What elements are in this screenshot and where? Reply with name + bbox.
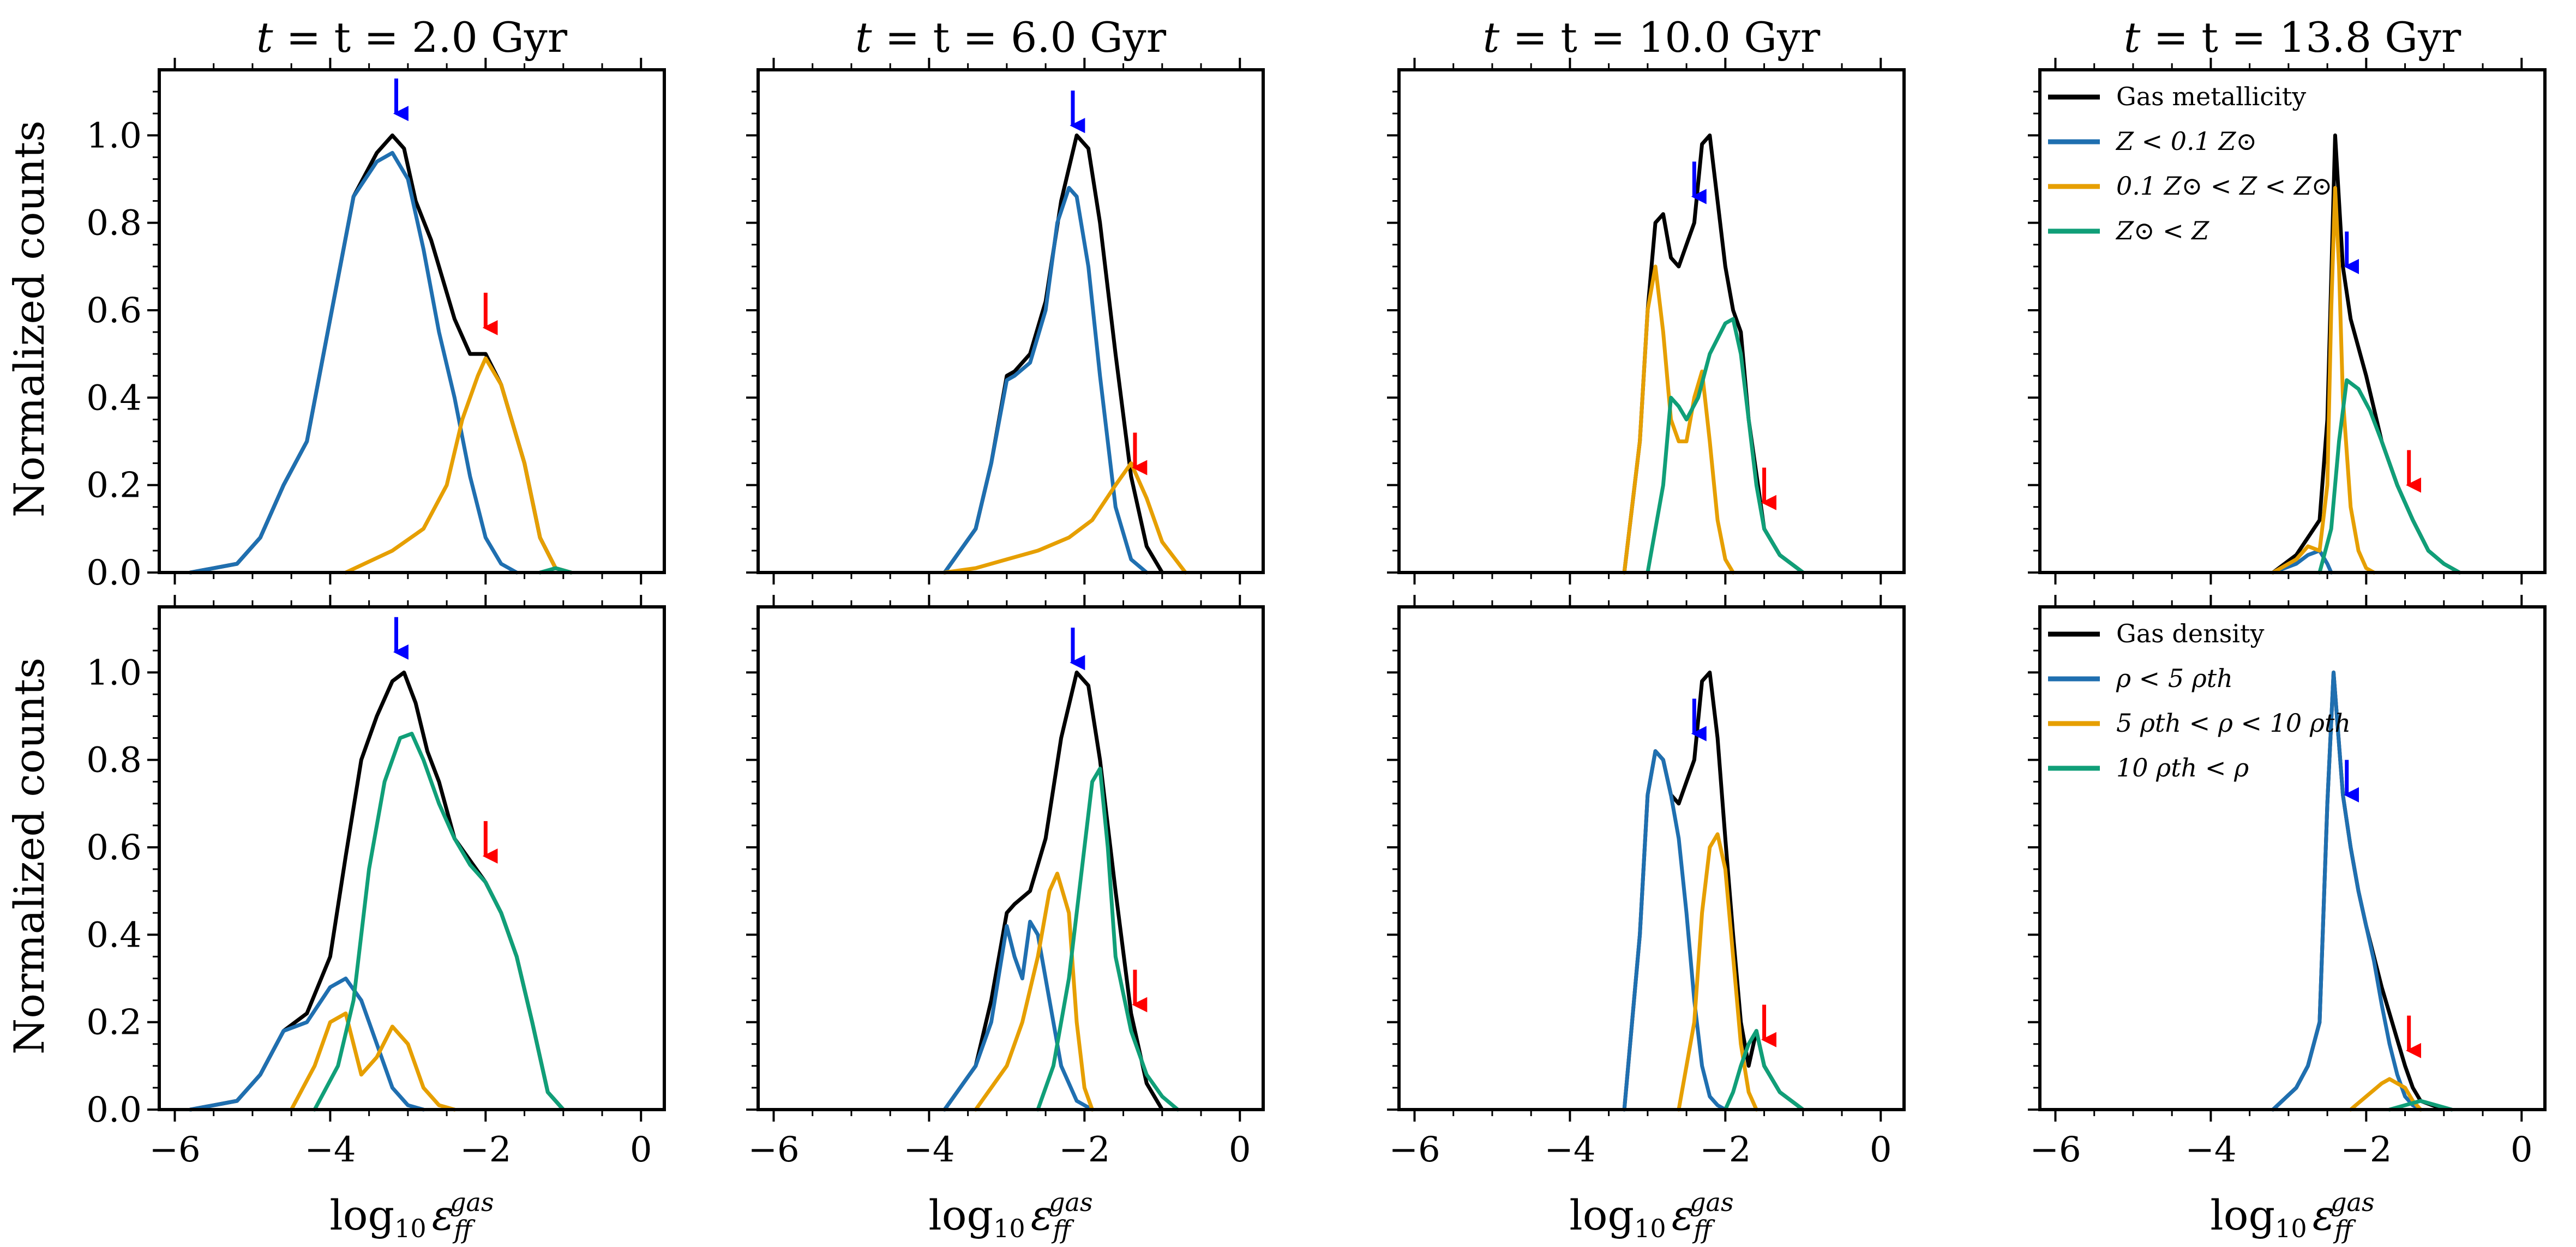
series-line-0: [2271, 133, 2461, 575]
y-tick-label: 0.6: [86, 828, 142, 868]
panel-bottom-3: −6 −4 −2 0: [1387, 595, 1906, 1170]
series-line-0: [188, 133, 573, 575]
series-line-1: [942, 186, 1149, 575]
legend-label-z-high: Z⊙ < Z: [2115, 216, 2209, 245]
title-t-6-gyr: t = t = 6.0 Gyr: [855, 13, 1167, 62]
y-tick-label: 0.8: [86, 203, 142, 244]
xlabels: log10 εffgas log10 εffgas log10 εffgas log1…: [329, 1188, 2374, 1244]
series-line-2: [344, 356, 573, 575]
plot-frame: [158, 605, 666, 1111]
series-line-3: [1723, 1029, 1805, 1112]
title-t-10-gyr: t = t = 10.0 Gyr: [1483, 13, 1821, 62]
panel-top-1: 0.0 0.2 0.4 0.6 0.8 1.0: [86, 58, 666, 593]
series-line-2: [942, 461, 1187, 575]
y-tick-label: 0.2: [86, 1003, 142, 1043]
series-line-2: [2271, 186, 2376, 575]
xlabel-col-3: log10 εffgas: [1569, 1188, 1733, 1244]
series-line-3: [1036, 767, 1180, 1112]
x-tick-label: −2: [1700, 1130, 1751, 1170]
xlabel-col-2: log10 εffgas: [928, 1188, 1092, 1244]
y-tick-label: 0.2: [86, 466, 142, 506]
series-line-1: [1622, 749, 1727, 1112]
x-tick-label: −4: [1544, 1130, 1595, 1170]
x-tick-label: −4: [2185, 1130, 2236, 1170]
series-line-0: [1622, 133, 1805, 575]
x-tick-label: −6: [149, 1130, 200, 1170]
plot-frame: [2038, 605, 2547, 1111]
x-tick-label: −6: [1389, 1130, 1440, 1170]
x-tick-label: −2: [1059, 1130, 1110, 1170]
series-line-1: [188, 150, 519, 575]
y-tick-label: 0.0: [86, 1090, 142, 1130]
series-line-0: [942, 133, 1164, 575]
x-tick-label: 0: [1229, 1130, 1251, 1170]
ylabel-bottom: Normalized counts: [5, 658, 53, 1055]
panels: 0.0 0.2 0.4 0.6 0.8 1.0 −6 −4 −2 0 0.0 0.2 0.4 0.6 0.8…: [86, 58, 2547, 1170]
series-line-3: [2317, 378, 2461, 575]
legend-metallicity: Gas metallicity Z < 0.1 Z⊙ 0.1 Z⊙ < Z < …: [2048, 82, 2332, 245]
series-line-2: [2349, 1077, 2423, 1112]
panel-bottom-2: −6 −4 −2 0: [746, 595, 1265, 1170]
panel-bottom-4: −6 −4 −2 0: [2028, 595, 2547, 1170]
legend-label-rho-mid: 5 ρth < ρ < 10 ρth: [2116, 708, 2351, 738]
plot-frame: [2038, 68, 2547, 574]
series-line-0: [942, 670, 1164, 1112]
series-line-1: [2271, 670, 2423, 1112]
series-line-2: [1646, 317, 1805, 575]
x-tick-label: −4: [903, 1130, 954, 1170]
panel-top-2: [746, 58, 1265, 585]
series-line-1: [942, 919, 1095, 1112]
series-line-1: [188, 977, 425, 1112]
series-line-3: [2387, 1099, 2454, 1112]
y-tick-label: 0.4: [86, 378, 142, 418]
x-tick-label: 0: [2511, 1130, 2533, 1170]
series-line-2: [974, 871, 1095, 1112]
panel-top-3: [1387, 58, 1906, 585]
x-tick-label: 0: [1870, 1130, 1892, 1170]
xlabel-col-1: log10 εffgas: [329, 1188, 494, 1244]
panel-bottom-1: −6 −4 −2 0 0.0 0.2 0.4 0.6 0.8 1.0: [86, 595, 666, 1170]
series-line-2: [289, 1011, 457, 1112]
series-line-0: [1622, 670, 1805, 1112]
x-tick-label: −2: [460, 1130, 511, 1170]
legend-label-gas-metallicity: Gas metallicity: [2116, 82, 2306, 111]
series-line-3: [313, 732, 566, 1112]
y-tick-label: 0.4: [86, 915, 142, 955]
legend-label-z-mid: 0.1 Z⊙ < Z < Z⊙: [2116, 171, 2332, 201]
plot-frame: [1397, 605, 1906, 1111]
series-line-1: [2271, 549, 2333, 575]
x-tick-label: −6: [2029, 1130, 2081, 1170]
ylabel-top: Normalized counts: [5, 121, 53, 517]
xlabel-col-4: log10 εffgas: [2210, 1188, 2374, 1244]
y-tick-label: 0.6: [86, 291, 142, 331]
series-line-2: [1677, 832, 1758, 1112]
panel-titles: t = t = 2.0 Gyr t = t = 6.0 Gyr t = t = …: [256, 13, 2461, 62]
plot-frame: [756, 605, 1265, 1111]
panel-top-4: [2028, 58, 2547, 585]
plot-frame: [756, 68, 1265, 574]
y-tick-label: 0.8: [86, 740, 142, 781]
legend-density: Gas density ρ < 5 ρth 5 ρth < ρ < 10 ρth…: [2048, 619, 2351, 782]
series-line-1: [1622, 264, 1736, 575]
legend-label-gas-density: Gas density: [2116, 619, 2265, 648]
x-tick-label: 0: [630, 1130, 652, 1170]
legend-label-rho-high: 10 ρth < ρ: [2116, 753, 2249, 782]
x-tick-label: −4: [304, 1130, 356, 1170]
y-tick-label: 1.0: [86, 116, 142, 156]
x-tick-label: −2: [2340, 1130, 2392, 1170]
title-t-2-gyr: t = t = 2.0 Gyr: [256, 13, 568, 62]
legend-label-rho-low: ρ < 5 ρth: [2116, 664, 2233, 693]
legend-label-z-low: Z < 0.1 Z⊙: [2115, 126, 2257, 156]
title-t-13-8-gyr: t = t = 13.8 Gyr: [2124, 13, 2461, 62]
y-tick-label: 1.0: [86, 653, 142, 693]
y-tick-label: 0.0: [86, 553, 142, 593]
plot-frame: [1397, 68, 1906, 574]
plot-frame: [158, 68, 666, 574]
x-tick-label: −6: [748, 1130, 799, 1170]
